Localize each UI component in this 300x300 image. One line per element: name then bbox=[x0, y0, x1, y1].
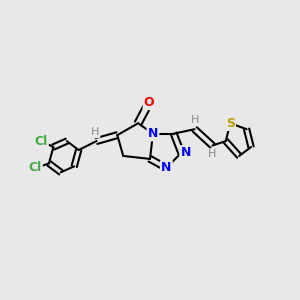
Text: O: O bbox=[144, 96, 154, 109]
Text: S: S bbox=[226, 117, 235, 130]
Text: N: N bbox=[161, 161, 172, 174]
Text: H: H bbox=[191, 115, 200, 125]
Text: Cl: Cl bbox=[34, 135, 47, 148]
Text: N: N bbox=[181, 146, 191, 160]
Text: N: N bbox=[148, 127, 158, 140]
Text: H: H bbox=[91, 127, 99, 137]
Text: H: H bbox=[208, 149, 217, 160]
Text: Cl: Cl bbox=[28, 161, 42, 174]
